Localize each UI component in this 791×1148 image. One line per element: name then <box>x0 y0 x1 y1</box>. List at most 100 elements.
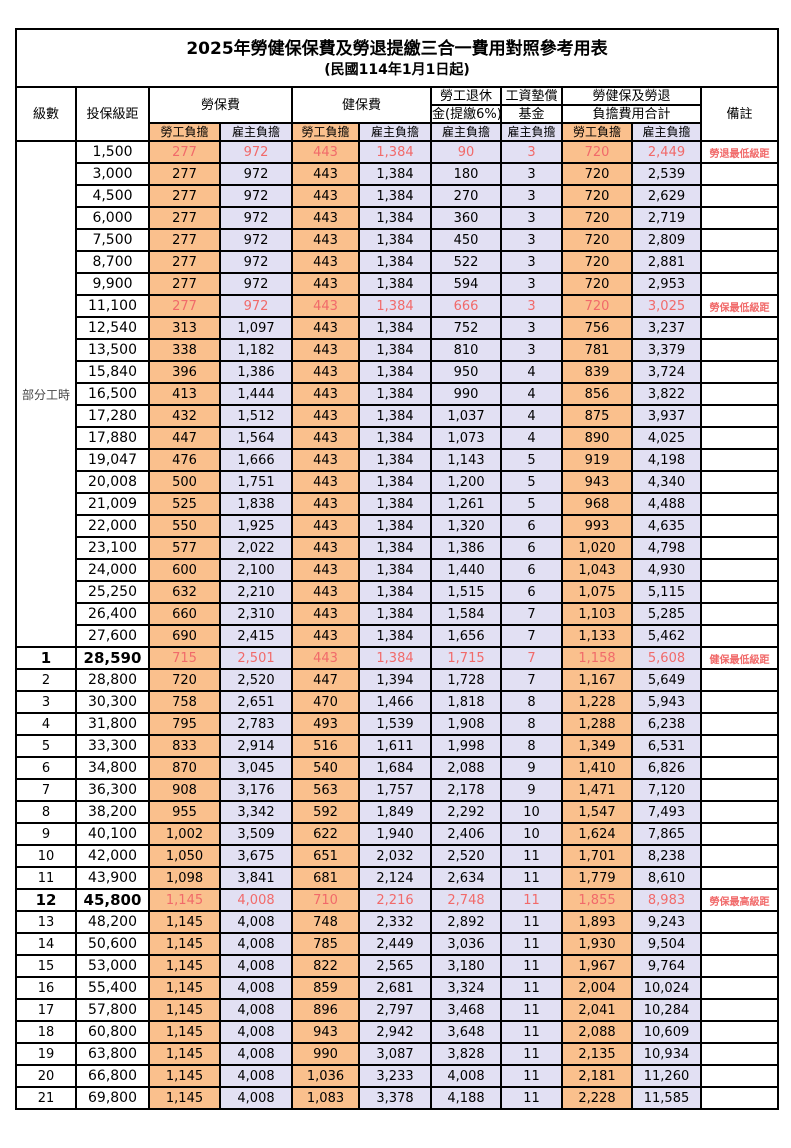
pension-employer-cell: 90 <box>430 140 502 164</box>
col-header-remark: 備註 <box>700 86 779 142</box>
pension-employer-cell: 1,515 <box>430 580 502 604</box>
health-employee-cell: 443 <box>291 558 360 582</box>
health-employer-cell: 1,539 <box>358 712 432 736</box>
labor-employee-cell: 413 <box>148 382 221 406</box>
health-employee-cell: 516 <box>291 734 360 758</box>
bracket-cell: 8,700 <box>75 250 150 274</box>
health-employee-cell: 443 <box>291 316 360 340</box>
health-employer-cell: 3,378 <box>358 1086 432 1110</box>
health-employee-cell: 443 <box>291 184 360 208</box>
wage-fund-employer-cell: 3 <box>500 294 563 318</box>
table-row: 23,100 577 2,022 443 1,384 1,386 6 1,020 4,798 <box>16 536 779 560</box>
wage-fund-employer-cell: 4 <box>500 404 563 428</box>
total-employee-cell: 1,410 <box>561 756 633 780</box>
labor-employee-cell: 1,050 <box>148 844 221 868</box>
bracket-cell: 22,000 <box>75 514 150 538</box>
table-row: 16,500 413 1,444 443 1,384 990 4 856 3,822 <box>16 382 779 406</box>
total-employer-cell: 10,934 <box>631 1042 702 1066</box>
health-employee-cell: 785 <box>291 932 360 956</box>
remark-cell <box>700 558 779 582</box>
bracket-cell: 16,500 <box>75 382 150 406</box>
health-employee-cell: 990 <box>291 1042 360 1066</box>
bracket-cell: 13,500 <box>75 338 150 362</box>
subheader-labor-employer: 雇主負擔 <box>219 122 293 142</box>
health-employer-cell: 1,384 <box>358 646 432 670</box>
level-cell: 17 <box>15 998 77 1022</box>
table-row: 9,900 277 972 443 1,384 594 3 720 2,953 <box>16 272 779 296</box>
total-employee-cell: 1,020 <box>561 536 633 560</box>
wage-fund-employer-cell: 7 <box>500 624 563 648</box>
total-employer-cell: 4,198 <box>631 448 702 472</box>
level-cell: 20 <box>15 1064 77 1088</box>
labor-employer-cell: 3,509 <box>219 822 293 846</box>
health-employer-cell: 1,466 <box>358 690 432 714</box>
wage-fund-employer-cell: 5 <box>500 448 563 472</box>
table-row: 16 55,400 1,145 4,008 859 2,681 3,324 11 2,004 10… <box>15 976 779 1000</box>
col-header-labor-insurance: 勞保費 <box>148 86 293 124</box>
total-employer-cell: 10,284 <box>631 998 702 1022</box>
total-employer-cell: 2,539 <box>631 162 702 186</box>
wage-fund-employer-cell: 8 <box>500 690 563 714</box>
total-employee-cell: 943 <box>561 470 633 494</box>
table-row: 25,250 632 2,210 443 1,384 1,515 6 1,075 5,115 <box>16 580 779 604</box>
labor-employer-cell: 4,008 <box>219 888 293 912</box>
table-row: 15 53,000 1,145 4,008 822 2,565 3,180 11 1,967 9,… <box>15 954 779 978</box>
bracket-cell: 50,600 <box>75 932 150 956</box>
level-group-cell: 部分工時 <box>15 140 77 648</box>
bracket-cell: 42,000 <box>75 844 150 868</box>
health-employee-cell: 943 <box>291 1020 360 1044</box>
total-employee-cell: 720 <box>561 206 633 230</box>
table-row: 7,500 277 972 443 1,384 450 3 720 2,809 <box>16 228 779 252</box>
remark-cell <box>700 1064 779 1088</box>
labor-employee-cell: 476 <box>148 448 221 472</box>
total-employee-cell: 720 <box>561 272 633 296</box>
bracket-cell: 28,800 <box>75 668 150 692</box>
table-row: 8 38,200 955 3,342 592 1,849 2,292 10 1,547 7,493 <box>15 800 779 824</box>
labor-employee-cell: 1,145 <box>148 888 221 912</box>
remark-cell <box>700 448 779 472</box>
col-header-level: 級數 <box>15 86 77 142</box>
table-row: 22,000 550 1,925 443 1,384 1,320 6 993 4,635 <box>16 514 779 538</box>
health-employee-cell: 443 <box>291 250 360 274</box>
total-employee-cell: 1,043 <box>561 558 633 582</box>
remark-cell <box>700 360 779 384</box>
total-employee-cell: 875 <box>561 404 633 428</box>
total-employer-cell: 5,462 <box>631 624 702 648</box>
total-employer-cell: 9,504 <box>631 932 702 956</box>
labor-employee-cell: 1,145 <box>148 976 221 1000</box>
health-employee-cell: 896 <box>291 998 360 1022</box>
wage-fund-employer-cell: 6 <box>500 558 563 582</box>
level-cell: 9 <box>15 822 77 846</box>
bracket-cell: 4,500 <box>75 184 150 208</box>
labor-employer-cell: 4,008 <box>219 954 293 978</box>
wage-fund-employer-cell: 10 <box>500 822 563 846</box>
wage-fund-employer-cell: 7 <box>500 668 563 692</box>
table-row: 27,600 690 2,415 443 1,384 1,656 7 1,133 5,462 <box>16 624 779 648</box>
table-row: 12,540 313 1,097 443 1,384 752 3 756 3,237 <box>16 316 779 340</box>
title-block: 2025年勞健保保費及勞退提繳三合一費用對照參考用表 (民國114年1月1日起) <box>15 28 779 88</box>
health-employee-cell: 443 <box>291 602 360 626</box>
bracket-cell: 19,047 <box>75 448 150 472</box>
wage-fund-employer-cell: 11 <box>500 998 563 1022</box>
total-employee-cell: 2,041 <box>561 998 633 1022</box>
remark-cell <box>700 338 779 362</box>
pension-employer-cell: 950 <box>430 360 502 384</box>
total-employer-cell: 3,237 <box>631 316 702 340</box>
labor-employer-cell: 1,512 <box>219 404 293 428</box>
health-employer-cell: 1,384 <box>358 294 432 318</box>
total-employee-cell: 1,930 <box>561 932 633 956</box>
total-employer-cell: 7,120 <box>631 778 702 802</box>
pension-employer-cell: 1,715 <box>430 646 502 670</box>
health-employer-cell: 1,384 <box>358 228 432 252</box>
table-row: 21,009 525 1,838 443 1,384 1,261 5 968 4,488 <box>16 492 779 516</box>
labor-employee-cell: 277 <box>148 206 221 230</box>
health-employer-cell: 1,384 <box>358 250 432 274</box>
total-employee-cell: 1,855 <box>561 888 633 912</box>
total-employer-cell: 3,379 <box>631 338 702 362</box>
labor-employer-cell: 2,310 <box>219 602 293 626</box>
health-employee-cell: 443 <box>291 404 360 428</box>
total-employer-cell: 7,493 <box>631 800 702 824</box>
labor-employee-cell: 338 <box>148 338 221 362</box>
wage-fund-employer-cell: 11 <box>500 976 563 1000</box>
bracket-cell: 9,900 <box>75 272 150 296</box>
